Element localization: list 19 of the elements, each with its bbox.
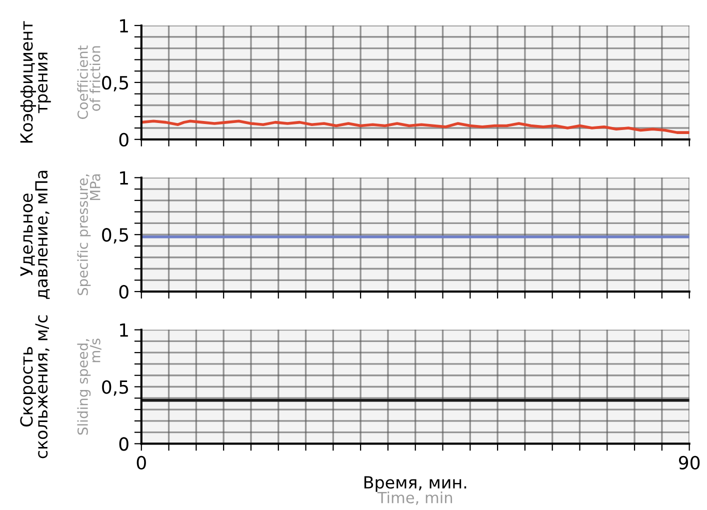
y-tick-label: 0,5 bbox=[102, 380, 128, 396]
text: Time, min bbox=[377, 492, 452, 505]
y-axis-title: Коэффициент трения bbox=[20, 21, 51, 143]
y-tick-label: 1 bbox=[120, 323, 128, 337]
text: Sliding speed, m/s bbox=[77, 338, 102, 435]
y-tick-label: 0 bbox=[119, 437, 128, 451]
line-series bbox=[141, 120, 690, 134]
y-tick-label: 1 bbox=[120, 19, 128, 32]
x-tick-label: 90 bbox=[678, 456, 700, 470]
text: Specific pressure, MPa bbox=[77, 174, 100, 296]
x-axis-title: Время, мин. bbox=[364, 476, 466, 492]
y-tick-label: 1 bbox=[120, 171, 128, 185]
y-tick-label: 0,5 bbox=[102, 76, 128, 92]
y-axis-title: Скорость скольжения, м/с bbox=[20, 315, 50, 458]
y-tick-label: 0 bbox=[119, 285, 128, 299]
y-tick-label: 0,5 bbox=[102, 228, 128, 244]
text: Coefficient of friction bbox=[77, 45, 100, 120]
y-tick-label: 0 bbox=[119, 132, 128, 147]
y-axis-title: Удельное давление, мПа bbox=[20, 170, 50, 299]
